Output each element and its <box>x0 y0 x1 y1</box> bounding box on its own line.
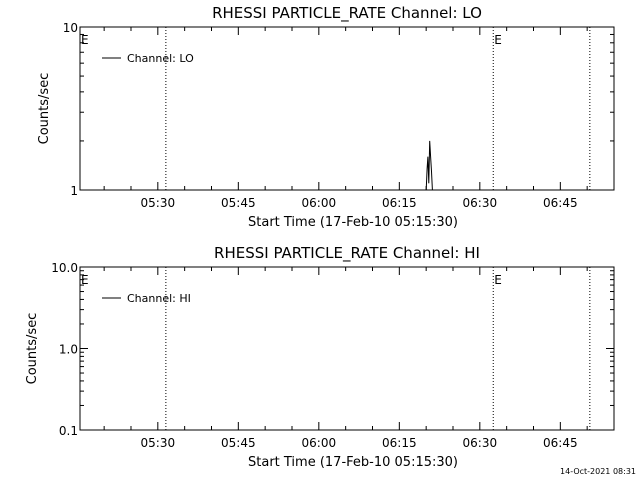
panel-1-event-label: E <box>494 33 502 47</box>
panel-2-x-tick-label: 06:45 <box>543 436 578 450</box>
panel-2-y-tick-label: 10.0 <box>51 261 78 275</box>
panel-1-x-tick-label: 05:30 <box>141 196 176 210</box>
panel-1-plot-frame <box>79 26 615 191</box>
panel-1-x-tick-label: 05:45 <box>221 196 256 210</box>
panel-1-y-tick-label: 10 <box>63 21 78 35</box>
panel-2-title: RHESSI PARTICLE_RATE Channel: HI <box>214 244 480 263</box>
panel-1-event-label: E <box>81 33 89 47</box>
panel-2-event-label: E <box>494 273 502 287</box>
footer-timestamp: 14-Oct-2021 08:31 <box>560 467 636 476</box>
panel-1-series-line <box>425 140 433 191</box>
panel-2-x-tick-label: 06:15 <box>382 436 417 450</box>
panel-1-x-axis-label: Start Time (17-Feb-10 05:15:30) <box>248 215 458 230</box>
panel-1-legend-label: Channel: LO <box>127 52 194 65</box>
panel-2-event-label: E <box>81 273 89 287</box>
panel-1-y-axis-label: Counts/sec <box>37 73 52 145</box>
panel-1-x-tick-label: 06:00 <box>302 196 337 210</box>
panel-2-legend-label: Channel: HI <box>127 292 191 305</box>
panel-2-y-axis-label: Counts/sec <box>25 313 40 385</box>
panel-2-x-tick-label: 06:30 <box>463 436 498 450</box>
panel-1-x-tick-label: 06:30 <box>463 196 498 210</box>
panel-2-x-tick-label: 05:45 <box>221 436 256 450</box>
panel-2-y-tick-label: 1.0 <box>59 343 78 357</box>
panel-2-x-axis-label: Start Time (17-Feb-10 05:15:30) <box>248 455 458 470</box>
panel-2-x-tick-label: 05:30 <box>141 436 176 450</box>
panel-1-y-tick-label: 1 <box>70 184 78 198</box>
panel-1-x-tick-label: 06:15 <box>382 196 417 210</box>
panel-1-title: RHESSI PARTICLE_RATE Channel: LO <box>212 4 482 23</box>
panel-2-y-tick-label: 0.1 <box>59 424 78 438</box>
panel-1-x-tick-label: 06:45 <box>543 196 578 210</box>
panel-2-x-tick-label: 06:00 <box>302 436 337 450</box>
